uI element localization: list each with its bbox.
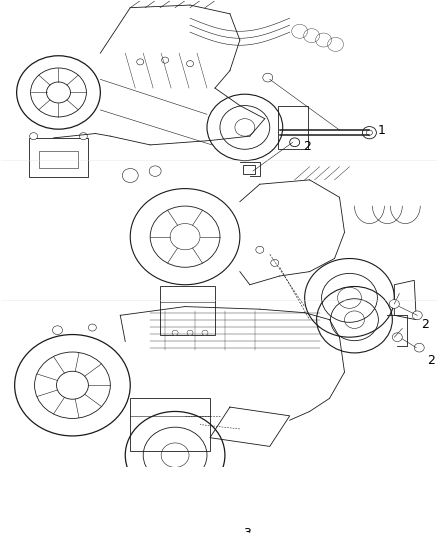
Text: 2: 2	[303, 140, 311, 153]
Circle shape	[362, 126, 376, 139]
Circle shape	[187, 61, 194, 67]
Bar	[243, 165, 255, 174]
Circle shape	[79, 133, 88, 140]
Circle shape	[172, 330, 178, 335]
Bar	[28, 138, 88, 177]
Circle shape	[412, 311, 422, 320]
Circle shape	[389, 300, 399, 308]
Circle shape	[162, 57, 169, 63]
Text: 2: 2	[427, 354, 435, 367]
Circle shape	[290, 138, 300, 147]
Bar	[130, 398, 210, 451]
Circle shape	[414, 343, 424, 352]
Text: 3: 3	[243, 527, 251, 533]
Circle shape	[263, 73, 273, 82]
Bar	[278, 106, 307, 149]
Circle shape	[271, 260, 279, 266]
Text: 2: 2	[421, 318, 429, 330]
Circle shape	[30, 133, 38, 140]
Circle shape	[392, 333, 402, 342]
Circle shape	[137, 59, 144, 65]
Circle shape	[202, 330, 208, 335]
Text: 1: 1	[378, 124, 385, 136]
Bar	[160, 286, 215, 335]
Bar	[39, 151, 78, 168]
Circle shape	[256, 246, 264, 253]
Circle shape	[187, 330, 193, 335]
